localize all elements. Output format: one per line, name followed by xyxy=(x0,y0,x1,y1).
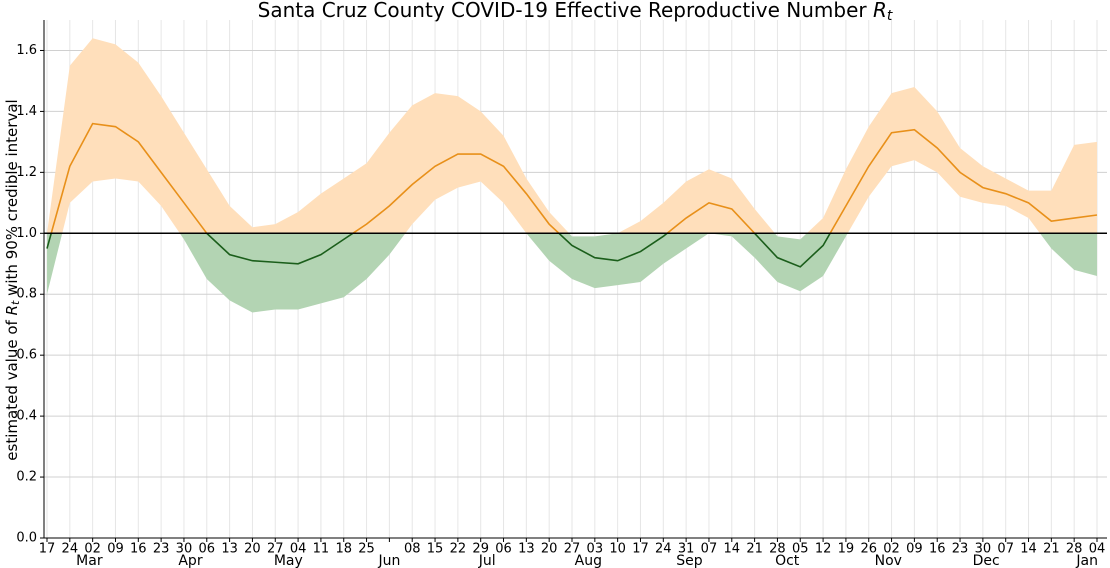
chart-title: Santa Cruz County COVID-19 Effective Rep… xyxy=(258,0,893,24)
y-tick-label: 0.0 xyxy=(16,531,37,546)
y-tick-label: 0.6 xyxy=(16,348,37,363)
title-symbol: R xyxy=(873,0,887,22)
ylabel-symbol: R xyxy=(3,305,21,315)
y-tick-label: 0.2 xyxy=(16,470,37,485)
x-tick-label: 23 xyxy=(153,542,170,557)
month-label: Jan xyxy=(1075,553,1098,568)
title-text: Santa Cruz County COVID-19 Effective Rep… xyxy=(258,0,873,22)
x-tick-label: 03 xyxy=(587,542,604,557)
credible-band xyxy=(47,38,1097,234)
credible-band xyxy=(47,233,1097,313)
month-label: Jun xyxy=(377,553,400,568)
x-tick-label: 19 xyxy=(838,542,855,557)
month-label: Jul xyxy=(478,553,496,568)
x-tick-label: 21 xyxy=(746,542,763,557)
month-label: Sep xyxy=(676,553,703,568)
title-subscript: t xyxy=(887,8,893,24)
x-tick-label: 02 xyxy=(883,542,900,557)
x-tick-label: 10 xyxy=(609,542,626,557)
x-tick-label: 09 xyxy=(107,542,124,557)
x-tick-label: 14 xyxy=(1020,542,1037,557)
x-tick-label: 30 xyxy=(975,542,992,557)
month-label: May xyxy=(274,553,303,568)
x-tick-label: 28 xyxy=(769,542,786,557)
x-tick-label: 31 xyxy=(678,542,695,557)
x-tick-label: 17 xyxy=(39,542,56,557)
x-tick-label: 24 xyxy=(62,542,79,557)
x-tick-label: 07 xyxy=(997,542,1014,557)
x-tick-label: 04 xyxy=(290,542,307,557)
y-tick-label: 1.0 xyxy=(16,226,37,241)
ylabel-text: estimated value of xyxy=(3,315,21,460)
x-tick-label: 17 xyxy=(632,542,649,557)
x-tick-label: 11 xyxy=(313,542,330,557)
x-tick-label: 14 xyxy=(724,542,741,557)
y-tick-label: 1.2 xyxy=(16,165,37,180)
month-label: Mar xyxy=(76,553,103,568)
x-tick-label: 09 xyxy=(906,542,923,557)
x-tick-label: 24 xyxy=(655,542,672,557)
x-tick-label: 05 xyxy=(792,542,809,557)
x-tick-label: 30 xyxy=(176,542,193,557)
x-tick-label: 02 xyxy=(84,542,101,557)
x-tick-label: 29 xyxy=(472,542,489,557)
ylabel-text: with 90% credible interval xyxy=(3,99,21,300)
x-tick-label: 06 xyxy=(199,542,216,557)
month-label: Apr xyxy=(178,553,202,568)
y-tick-label: 0.4 xyxy=(16,409,37,424)
median-line xyxy=(50,122,1098,234)
y-tick-label: 0.8 xyxy=(16,287,37,302)
x-tick-label: 06 xyxy=(495,542,512,557)
y-axis-label: estimated value of Rt with 90% credible … xyxy=(3,99,23,460)
month-label: Nov xyxy=(875,553,902,568)
x-tick-label: 26 xyxy=(860,542,877,557)
x-tick-label: 16 xyxy=(130,542,147,557)
x-tick-label: 13 xyxy=(518,542,535,557)
ylabel-subscript: t xyxy=(9,300,22,305)
month-label: Oct xyxy=(775,553,800,568)
x-tick-label: 27 xyxy=(267,542,284,557)
x-tick-label: 18 xyxy=(335,542,352,557)
x-tick-label: 21 xyxy=(1043,542,1060,557)
y-tick-label: 1.6 xyxy=(16,43,37,58)
x-tick-label: 12 xyxy=(815,542,832,557)
x-tick-label: 27 xyxy=(564,542,581,557)
x-tick-label: 08 xyxy=(404,542,421,557)
x-tick-label: 20 xyxy=(244,542,261,557)
x-tick-label: 16 xyxy=(929,542,946,557)
month-label: Dec xyxy=(973,553,1000,568)
x-tick-label: 04 xyxy=(1089,542,1106,557)
x-tick-label: 23 xyxy=(952,542,969,557)
x-tick-label: 22 xyxy=(450,542,467,557)
x-tick-label: 13 xyxy=(221,542,238,557)
x-tick-label: 28 xyxy=(1066,542,1083,557)
x-tick-label: 15 xyxy=(427,542,444,557)
x-tick-label: 25 xyxy=(358,542,375,557)
median-line xyxy=(46,233,832,268)
x-tick-label: 20 xyxy=(541,542,558,557)
y-tick-label: 1.4 xyxy=(16,104,37,119)
x-tick-label: 07 xyxy=(701,542,718,557)
month-label: Aug xyxy=(575,553,602,568)
